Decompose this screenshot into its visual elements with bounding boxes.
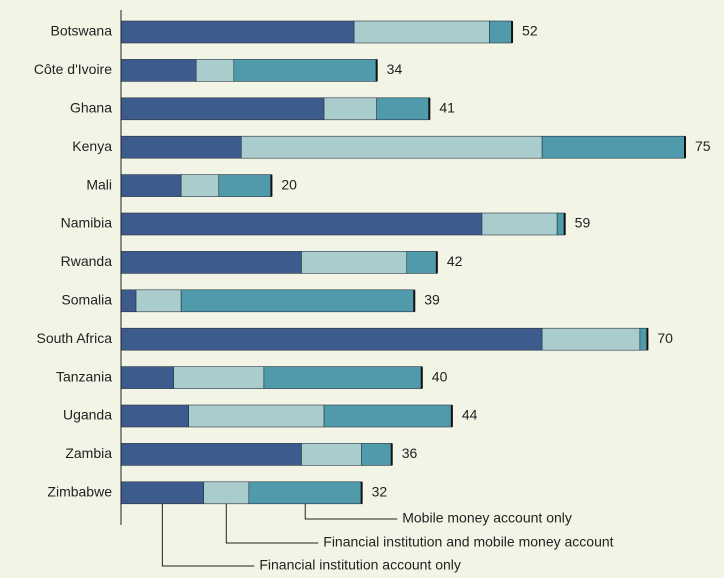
bar-segment (120, 289, 137, 313)
bar-segment (541, 327, 641, 351)
bar-segment (481, 212, 558, 236)
bar-segment (541, 135, 686, 159)
bar-segment (639, 327, 648, 351)
bar-segment (323, 97, 377, 121)
value-label: 36 (402, 445, 418, 461)
value-label: 52 (522, 23, 538, 39)
y-tick-label: Somalia (61, 292, 112, 308)
bar-segment (556, 212, 565, 236)
bar-segment (248, 481, 362, 505)
y-tick-label: Botswana (51, 23, 113, 39)
legend-label: Financial institution account only (259, 557, 461, 573)
bar-segment (376, 97, 430, 121)
bar-segment (406, 251, 438, 274)
legend-label: Mobile money account only (402, 510, 572, 526)
value-label: 70 (657, 330, 673, 346)
bar-segment (180, 174, 220, 197)
y-tick-label: Mali (86, 176, 112, 192)
bar-segment (180, 289, 415, 313)
bar-segment (120, 327, 543, 351)
bar-segment (120, 251, 302, 274)
bar-segment (263, 366, 423, 389)
bar-segment (218, 174, 272, 197)
legend-label: Financial institution and mobile money a… (323, 534, 613, 550)
bar-segment (353, 20, 490, 44)
y-tick-label: Namibia (61, 215, 113, 231)
y-tick-label: South Africa (37, 330, 113, 346)
legend-leader (225, 503, 319, 544)
bar-segment (241, 135, 543, 159)
bar-segment (120, 174, 182, 197)
value-label: 75 (695, 138, 711, 154)
bar-segment (489, 20, 513, 44)
y-tick-label: Tanzania (56, 368, 112, 384)
bar-segment (120, 97, 325, 121)
bar-segment (361, 443, 393, 466)
bar-segment (203, 481, 250, 505)
bar-segment (120, 481, 205, 505)
y-tick-label: Rwanda (61, 253, 113, 269)
bar-segment (301, 443, 362, 466)
bar-segment (120, 404, 189, 428)
value-label: 34 (387, 61, 403, 77)
bar-segment (135, 289, 182, 313)
bar-segment (323, 404, 453, 428)
y-tick-label: Zimbabwe (47, 484, 112, 500)
y-tick-label: Uganda (63, 407, 112, 423)
bar-segment (120, 20, 355, 44)
bar-segment (233, 59, 377, 82)
bar-segment (195, 59, 235, 82)
value-label: 42 (447, 253, 463, 269)
bar-segment (120, 135, 242, 159)
value-label: 40 (432, 368, 448, 384)
bar-segment (301, 251, 408, 274)
value-label: 20 (281, 176, 297, 192)
legend-leader (161, 503, 255, 567)
bar-segment (120, 212, 483, 236)
bar-segment (120, 59, 197, 82)
y-tick-label: Zambia (65, 445, 112, 461)
bar-segment (120, 443, 302, 466)
value-label: 41 (439, 100, 455, 116)
value-label: 32 (372, 484, 388, 500)
bar-segment (173, 366, 265, 389)
bar-segment (188, 404, 325, 428)
value-label: 39 (424, 292, 440, 308)
bar-segment (120, 366, 174, 389)
y-tick-label: Côte d'Ivoire (34, 61, 112, 77)
y-tick-label: Ghana (70, 100, 112, 116)
y-tick-label: Kenya (72, 138, 112, 154)
value-label: 44 (462, 407, 478, 423)
value-label: 59 (575, 215, 591, 231)
legend-leader (304, 503, 398, 520)
